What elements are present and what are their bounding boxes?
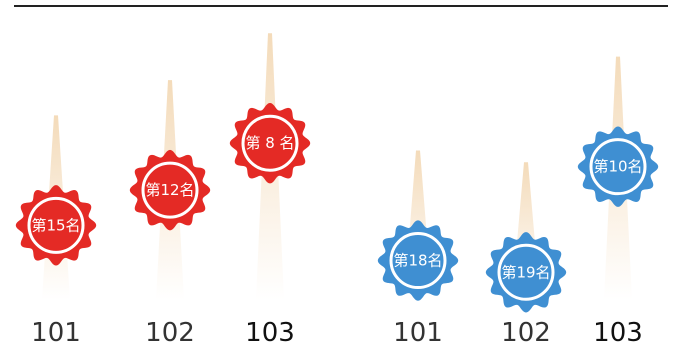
x-tick-label-0-2: 103 [245, 318, 295, 348]
badge-ring-0-0 [27, 196, 85, 254]
x-tick-label-0-0: 101 [31, 318, 81, 348]
rank-badge-0-0: 第15名 [15, 185, 97, 266]
x-tick-label-1-1: 102 [501, 318, 551, 348]
rank-badge-0-2: 第 8 名 [229, 103, 311, 184]
rank-badge-1-2: 第10名 [577, 126, 659, 207]
rank-badge-1-0: 第18名 [377, 220, 459, 301]
x-tick-label-0-1: 102 [145, 318, 195, 348]
rank-badge-1-1: 第19名 [485, 232, 567, 313]
x-tick-label-1-2: 103 [593, 318, 643, 348]
badge-ring-1-1 [497, 243, 555, 301]
badge-label-1-2: 第10名 [593, 158, 642, 176]
badge-ring-1-2 [589, 138, 647, 196]
badge-label-1-1: 第19名 [501, 263, 550, 281]
badge-label-1-0: 第18名 [393, 252, 442, 270]
badge-label-0-2: 第 8 名 [245, 134, 294, 152]
badge-label-0-0: 第15名 [31, 216, 80, 234]
badge-ring-0-1 [141, 161, 199, 219]
badge-ring-1-0 [389, 232, 447, 290]
x-tick-label-1-0: 101 [393, 318, 443, 348]
rank-badge-0-1: 第12名 [129, 149, 211, 231]
badge-ring-0-2 [241, 114, 299, 172]
badge-label-0-1: 第12名 [145, 181, 194, 199]
